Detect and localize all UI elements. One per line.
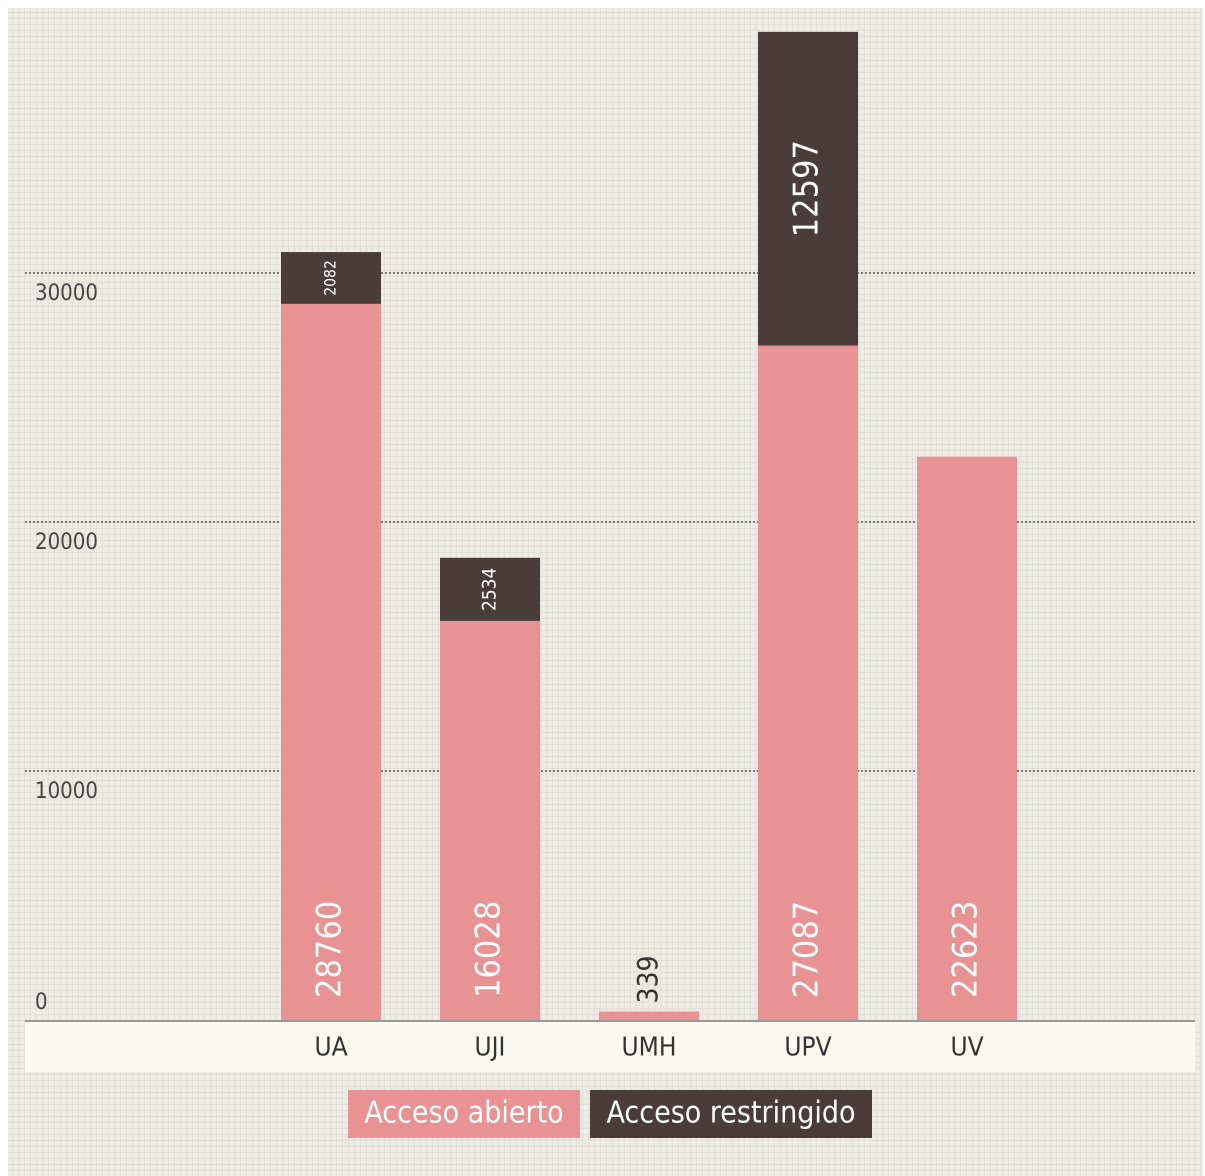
x-tick-label: UV (950, 1033, 983, 1063)
y-tick-label: 30000 (35, 281, 98, 306)
bar-segment (599, 1011, 699, 1020)
bar-segment (758, 31, 858, 346)
x-axis-strip (25, 1022, 1195, 1072)
legend-swatch (348, 1090, 580, 1138)
value-label: 27087 (787, 901, 827, 998)
x-tick-label: UA (314, 1033, 347, 1063)
value-label: 28760 (310, 901, 350, 998)
bar-segment (281, 303, 381, 1021)
legend-label: Acceso restringido (606, 1096, 855, 1131)
y-tick-label: 20000 (35, 530, 98, 555)
value-label: 2082 (322, 260, 340, 296)
value-label: 339 (631, 955, 664, 1003)
x-tick-label: UMH (622, 1033, 677, 1063)
x-tick-label: UPV (784, 1033, 831, 1063)
value-label: 12597 (787, 140, 827, 237)
value-label: 22623 (946, 901, 986, 998)
bar-segment (281, 252, 381, 304)
x-tick-label: UJI (475, 1033, 506, 1063)
value-label: 16028 (469, 901, 509, 998)
y-tick-label: 0 (35, 990, 48, 1015)
background (8, 8, 1203, 1176)
legend-swatch (590, 1090, 872, 1138)
legend-label: Acceso abierto (364, 1096, 563, 1131)
value-label: 2534 (479, 568, 501, 611)
bar-segment (440, 620, 540, 1020)
bar-segment (917, 456, 1017, 1021)
y-tick-label: 10000 (35, 779, 98, 804)
bar-segment (440, 557, 540, 621)
bar-segment (758, 345, 858, 1020)
